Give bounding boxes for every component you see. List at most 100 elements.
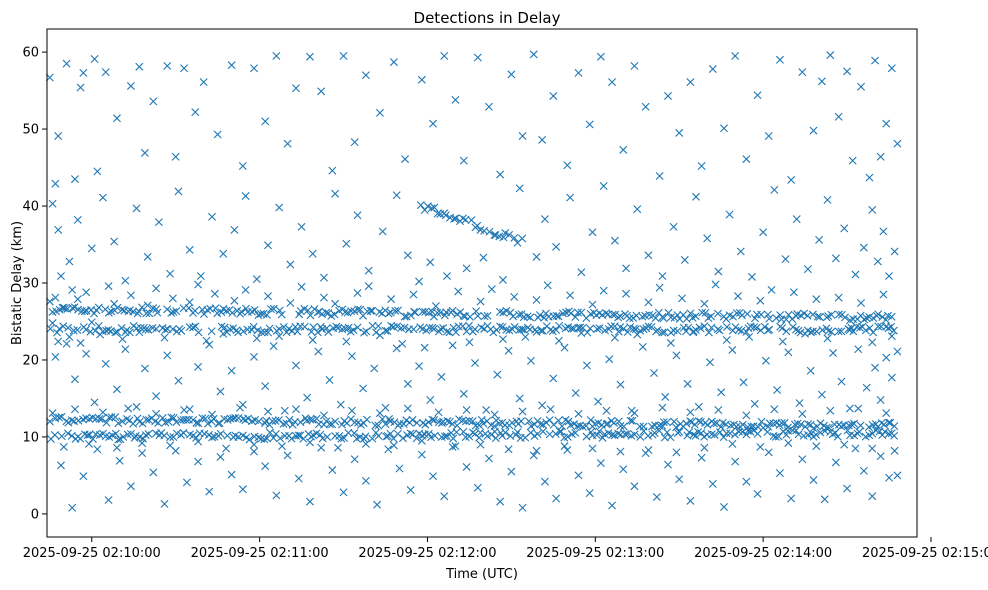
track-point: [834, 310, 843, 319]
track-point: [586, 416, 595, 425]
track-point: [616, 312, 625, 321]
data-point: [683, 379, 692, 388]
track-point: [411, 308, 420, 317]
data-point: [392, 344, 401, 353]
data-point: [98, 408, 107, 417]
track-point: [142, 415, 151, 424]
track-point: [554, 312, 563, 321]
data-point: [787, 175, 796, 184]
x-tick-label: 2025-09-25 02:12:00: [358, 546, 496, 561]
track-point: [68, 304, 77, 313]
track-point: [855, 323, 864, 332]
track-point: [536, 326, 545, 335]
track-point: [595, 324, 604, 333]
track-point: [614, 313, 623, 322]
data-point: [361, 71, 370, 80]
data-point: [112, 385, 121, 394]
track-point: [368, 434, 377, 443]
data-point: [686, 78, 695, 87]
data-point: [750, 399, 759, 408]
track-point: [408, 415, 417, 424]
track-point: [266, 305, 275, 314]
data-point: [98, 193, 107, 202]
track-point: [313, 328, 322, 337]
track-point: [61, 304, 70, 313]
track-point: [97, 414, 106, 423]
data-point: [331, 299, 340, 308]
track-point: [591, 419, 600, 428]
track-point: [514, 310, 523, 319]
track-point: [129, 307, 138, 316]
data-point: [554, 336, 563, 345]
track-point: [158, 414, 167, 423]
track-point: [495, 419, 504, 428]
data-point: [392, 191, 401, 200]
data-point: [518, 503, 527, 512]
track-point: [192, 418, 201, 427]
track-point: [473, 221, 482, 230]
data-point: [857, 82, 866, 91]
data-point: [585, 120, 594, 129]
track-point: [737, 311, 746, 320]
data-point: [401, 155, 410, 164]
data-point: [742, 155, 751, 164]
data-point: [317, 443, 326, 452]
data-point: [809, 126, 818, 135]
track-point: [855, 427, 864, 436]
track-point: [337, 434, 346, 443]
data-point: [76, 83, 85, 92]
data-point: [110, 237, 119, 246]
track-point: [517, 325, 526, 334]
data-point: [76, 339, 85, 348]
data-point: [339, 51, 348, 60]
track-point: [450, 214, 459, 223]
data-point: [205, 487, 214, 496]
data-point: [703, 234, 712, 243]
data-point: [389, 441, 398, 450]
data-point: [426, 396, 435, 404]
data-point: [887, 373, 896, 382]
data-point: [286, 299, 295, 308]
data-point: [714, 267, 723, 276]
data-point: [845, 404, 854, 413]
data-point: [132, 402, 141, 411]
data-point: [264, 407, 272, 416]
track-point: [571, 313, 580, 322]
track-point: [362, 415, 371, 424]
data-point: [389, 58, 398, 67]
data-point: [795, 399, 804, 408]
data-point: [599, 286, 608, 295]
data-point: [208, 212, 217, 221]
track-point: [153, 308, 162, 317]
data-point: [347, 352, 356, 361]
track-point: [316, 430, 325, 439]
track-point: [673, 327, 682, 336]
data-point: [180, 406, 189, 414]
track-point: [650, 428, 659, 437]
track-point: [439, 324, 448, 333]
track-point: [275, 325, 284, 334]
data-point: [893, 347, 902, 356]
data-point: [73, 295, 82, 304]
data-point: [328, 466, 337, 475]
data-point: [205, 340, 214, 349]
track-26: [48, 303, 896, 325]
track-point: [172, 418, 181, 427]
track-point: [889, 326, 898, 335]
track-point: [325, 420, 334, 429]
data-point: [831, 254, 840, 263]
data-point: [70, 405, 79, 414]
data-point: [876, 452, 885, 461]
track-point: [279, 322, 288, 331]
track-point: [418, 431, 427, 440]
data-point: [664, 91, 673, 100]
track-point: [564, 417, 573, 426]
data-point: [834, 112, 843, 121]
data-point: [851, 444, 860, 453]
data-point: [308, 249, 317, 258]
track-12: [45, 412, 899, 433]
track-point: [239, 327, 248, 336]
track-point: [114, 419, 123, 428]
data-point: [350, 455, 359, 464]
data-point: [633, 205, 642, 214]
